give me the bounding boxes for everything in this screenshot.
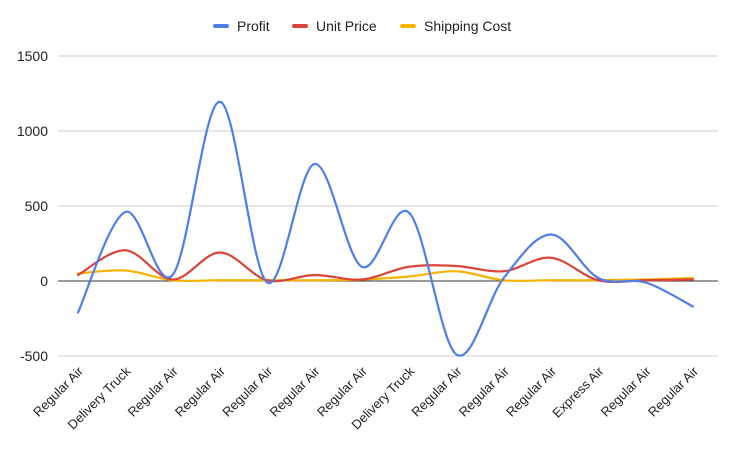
legend-label: Unit Price <box>316 18 377 34</box>
legend-swatch <box>213 24 229 28</box>
series-line-profit[interactable] <box>78 102 693 356</box>
legend-label: Profit <box>237 18 270 34</box>
x-tick-label: Regular Air <box>645 363 702 420</box>
y-tick-label: 1500 <box>17 48 48 64</box>
y-tick-label: 0 <box>40 273 48 289</box>
legend: Profit Unit Price Shipping Cost <box>213 18 511 34</box>
y-tick-label: -500 <box>20 348 48 364</box>
legend-swatch <box>292 24 308 28</box>
legend-label: Shipping Cost <box>424 18 511 34</box>
y-axis: -500 0 500 1000 1500 <box>17 48 48 364</box>
legend-swatch <box>400 24 416 28</box>
gridlines <box>58 56 718 356</box>
y-tick-label: 1000 <box>17 123 48 139</box>
series-lines <box>78 102 693 356</box>
legend-item-profit[interactable]: Profit <box>213 18 270 34</box>
legend-item-unit-price[interactable]: Unit Price <box>292 18 377 34</box>
y-tick-label: 500 <box>25 198 49 214</box>
x-tick-label: Express Air <box>549 363 607 421</box>
legend-item-shipping-cost[interactable]: Shipping Cost <box>400 18 511 34</box>
